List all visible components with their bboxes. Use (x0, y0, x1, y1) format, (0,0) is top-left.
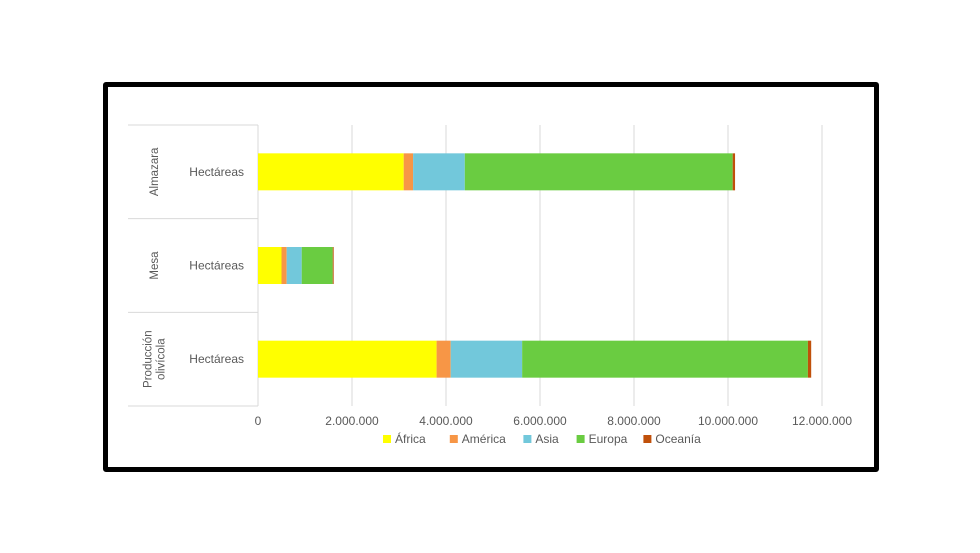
stacked-bar-chart: Almazara Hectáreas Mesa Hectáreas Producción… (128, 124, 853, 446)
x-tick-label: 6.000.000 (513, 414, 567, 428)
legend-swatch (523, 435, 532, 443)
group-label: Almazara (149, 147, 161, 196)
legend: África América Asia Europa Oceanía (383, 431, 701, 446)
legend-label: Europa (589, 432, 628, 446)
bar-segment (807, 340, 812, 378)
bar-segment (464, 153, 733, 191)
x-axis-ticks: 0 2.000.000 4.000.000 6.000.000 8.000.000 10.… (255, 414, 853, 428)
category-axis: Almazara Hectáreas Mesa Hectáreas Producción… (128, 124, 259, 407)
category-label: Hectáreas (189, 259, 244, 273)
bar-segment (286, 247, 302, 284)
bar-segment (436, 340, 451, 378)
legend-swatch (576, 435, 585, 443)
category-label: Hectáreas (189, 165, 244, 179)
bar-segment (301, 247, 333, 284)
chart-frame: Almazara Hectáreas Mesa Hectáreas Producción… (103, 82, 879, 472)
legend-label: América (462, 432, 506, 446)
bar-segment (413, 153, 465, 191)
bar-segment (281, 247, 287, 284)
group-label: Mesa (149, 251, 161, 280)
legend-label: África (395, 431, 426, 446)
x-tick-label: 10.000.000 (698, 414, 758, 428)
category-label: Hectáreas (189, 352, 244, 366)
legend-label: Oceanía (655, 432, 701, 446)
bar-segment (732, 153, 736, 191)
bar-segment (258, 247, 282, 284)
legend-label: Asia (535, 432, 559, 446)
x-tick-label: 2.000.000 (325, 414, 379, 428)
bar-segment (258, 153, 404, 191)
x-tick-label: 8.000.000 (607, 414, 661, 428)
legend-swatch (383, 435, 391, 443)
x-tick-label: 12.000.000 (792, 414, 852, 428)
legend-swatch (643, 435, 652, 443)
bar-segment (403, 153, 414, 191)
group-label: Producciónolivícola (143, 330, 168, 388)
bars (258, 153, 812, 378)
x-tick-label: 0 (255, 414, 262, 428)
x-tick-label: 4.000.000 (419, 414, 473, 428)
legend-swatch (449, 435, 458, 443)
bar-segment (332, 247, 334, 284)
bar-segment (522, 340, 808, 378)
bar-segment (258, 340, 437, 378)
bar-segment (450, 340, 523, 378)
